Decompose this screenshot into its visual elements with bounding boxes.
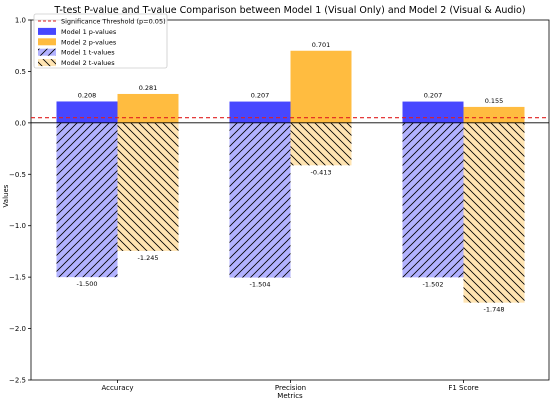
x-axis-label: Metrics xyxy=(277,392,303,400)
data-label: 0.207 xyxy=(424,92,443,100)
legend-label: Significance Threshold (p=0.05) xyxy=(61,18,166,26)
y-tick-label: −2.5 xyxy=(9,377,26,385)
x-tick-label: Accuracy xyxy=(102,384,134,392)
y-tick-label: −0.5 xyxy=(9,171,26,179)
data-label: 0.155 xyxy=(485,97,504,105)
bar xyxy=(117,93,179,123)
y-tick-label: −1.5 xyxy=(9,274,26,282)
plot-area: −2.5 −2.0 −1.5 −1.0 −0.5 0.0 0.5 1.0 0.208 0.207 0… xyxy=(9,17,550,392)
y-tick-label: 1.0 xyxy=(15,17,26,25)
legend-swatch-hatch xyxy=(38,48,56,56)
legend: Significance Threshold (p=0.05) Model 1 p… xyxy=(33,13,168,69)
bar xyxy=(56,101,118,123)
axes-frame xyxy=(30,19,550,381)
data-label: 0.701 xyxy=(312,41,331,49)
bar-hatch xyxy=(56,122,118,278)
data-label: -0.413 xyxy=(311,168,332,176)
data-label: -1.500 xyxy=(77,280,98,288)
y-tick-label: 0.0 xyxy=(15,119,26,127)
legend-swatch xyxy=(38,27,56,35)
data-label: -1.502 xyxy=(423,280,444,288)
data-label: -1.504 xyxy=(250,281,271,289)
bar-hatch xyxy=(229,122,291,278)
bar-hatch xyxy=(290,122,352,166)
data-label: 0.281 xyxy=(139,84,158,92)
x-tick-label: Precision xyxy=(275,384,306,392)
bar xyxy=(463,106,525,123)
legend-swatch xyxy=(38,38,56,46)
y-tick-label: −2.0 xyxy=(9,325,26,333)
legend-label: Model 1 t-values xyxy=(61,49,115,57)
y-tick-label: −1.0 xyxy=(9,222,26,230)
bar-hatch xyxy=(463,122,525,303)
legend-swatch-hatch xyxy=(38,59,56,67)
legend-label: Model 2 p-values xyxy=(61,38,117,46)
chart-title: T-test P-value and T-value Comparison be… xyxy=(53,5,525,16)
bar xyxy=(402,101,464,123)
bar xyxy=(290,50,352,123)
data-label: 0.208 xyxy=(78,91,97,99)
bar xyxy=(229,101,291,123)
bar-hatch xyxy=(402,122,464,278)
legend-box xyxy=(33,13,168,69)
data-label: -1.748 xyxy=(484,306,505,314)
data-label: 0.207 xyxy=(251,92,270,100)
y-axis-label: Values xyxy=(2,184,10,207)
bar-hatch xyxy=(117,122,179,251)
x-tick-label: F1 Score xyxy=(448,384,478,392)
legend-label: Model 1 p-values xyxy=(61,28,117,36)
y-tick-label: 0.5 xyxy=(15,68,26,76)
legend-label: Model 2 t-values xyxy=(61,59,115,67)
data-label: -1.245 xyxy=(138,254,159,262)
